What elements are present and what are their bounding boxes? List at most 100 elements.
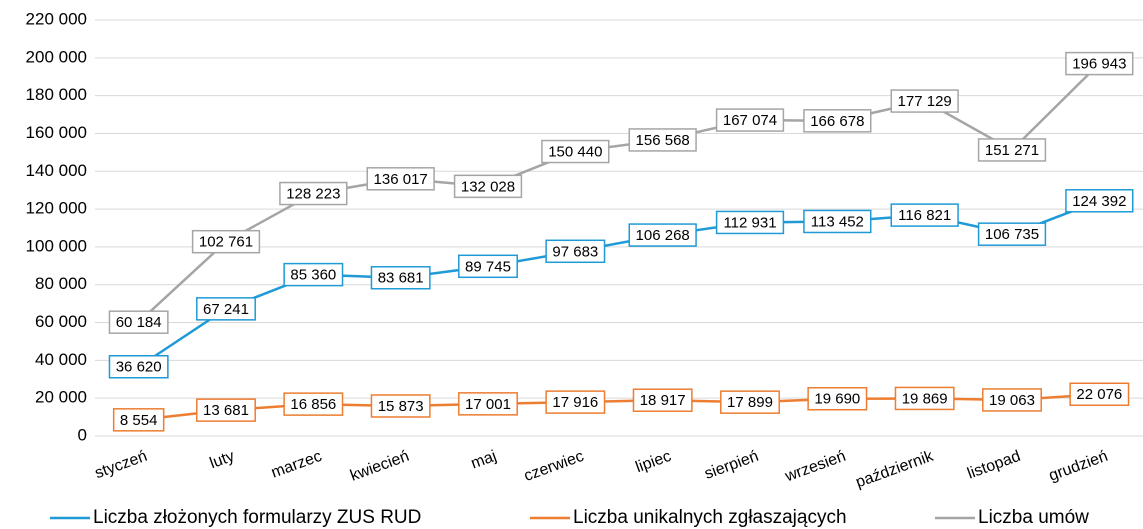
y-tick-label: 200 000 — [26, 47, 87, 66]
data-label-box — [715, 108, 785, 132]
data-label-box — [458, 392, 518, 416]
data-label-box — [628, 223, 697, 247]
data-label: 151 271 — [985, 142, 1039, 159]
x-tick-label: maj — [469, 448, 499, 473]
data-label-box — [720, 390, 780, 414]
x-tick-label: styczeń — [93, 448, 150, 483]
x-tick-label: grudzień — [1047, 448, 1110, 485]
legend-label: Liczba umów — [978, 507, 1089, 528]
y-tick-label: 0 — [78, 425, 87, 444]
data-label-box — [191, 229, 261, 254]
data-label-box — [370, 266, 431, 290]
data-label: 196 943 — [1072, 56, 1126, 73]
x-tick-label: kwiecień — [348, 448, 411, 485]
data-label-box — [458, 254, 518, 279]
y-tick-label: 80 000 — [35, 274, 87, 293]
data-label: 132 028 — [461, 178, 515, 195]
data-label-box — [108, 310, 169, 334]
data-label: 36 620 — [116, 359, 162, 376]
data-label: 13 681 — [203, 402, 249, 419]
data-label: 16 856 — [290, 396, 336, 413]
data-label-box — [982, 388, 1042, 412]
data-label-box — [628, 128, 697, 152]
data-label-box — [977, 222, 1047, 246]
data-label: 136 017 — [374, 171, 428, 188]
data-label: 60 184 — [116, 314, 162, 331]
data-label: 97 683 — [552, 243, 598, 260]
data-label: 89 745 — [465, 258, 511, 275]
data-label-box — [283, 262, 344, 287]
y-tick-label: 140 000 — [26, 161, 87, 180]
data-label-box — [453, 174, 523, 199]
data-label: 19 869 — [902, 390, 948, 407]
y-tick-label: 120 000 — [26, 199, 87, 218]
data-label: 102 761 — [199, 234, 253, 251]
data-label-box — [977, 138, 1047, 162]
data-label: 166 678 — [810, 113, 864, 130]
data-label: 22 076 — [1076, 386, 1122, 403]
data-label: 113 452 — [811, 213, 864, 230]
data-label: 85 360 — [290, 267, 336, 284]
data-label-box — [632, 388, 693, 412]
data-label: 124 392 — [1072, 193, 1126, 210]
y-tick-label: 40 000 — [35, 350, 87, 369]
data-label: 17 916 — [552, 394, 598, 411]
y-tick-label: 220 000 — [26, 9, 87, 28]
x-tick-label: lipiec — [633, 448, 673, 476]
x-tick-label: sierpień — [702, 448, 760, 483]
legend-label: Liczba złożonych formularzy ZUS RUD — [93, 507, 421, 528]
legend-label: Liczba unikalnych zgłaszających — [573, 507, 847, 528]
data-label: 17 899 — [727, 394, 773, 411]
data-label: 150 440 — [548, 144, 602, 161]
data-label: 106 268 — [636, 227, 690, 244]
data-label: 18 917 — [640, 392, 686, 409]
data-label-box — [890, 89, 959, 113]
y-tick-label: 180 000 — [26, 85, 87, 104]
data-label-box — [1069, 382, 1130, 407]
y-tick-label: 20 000 — [35, 388, 87, 407]
data-label: 167 074 — [723, 112, 777, 129]
data-label-box — [1065, 51, 1134, 76]
data-label-box — [807, 387, 868, 411]
data-label-box — [803, 109, 872, 133]
x-tick-label: wrzesień — [782, 448, 848, 486]
data-label-box — [108, 355, 169, 379]
data-label-box — [1065, 189, 1134, 213]
data-label-box — [196, 297, 256, 321]
data-label: 83 681 — [378, 270, 424, 287]
x-tick-label: październik — [854, 447, 937, 491]
data-label-box — [283, 392, 344, 416]
data-label: 128 223 — [286, 186, 340, 203]
data-label: 177 129 — [898, 93, 952, 110]
data-label-box — [894, 386, 955, 411]
data-label: 116 821 — [898, 207, 951, 224]
data-label: 19 063 — [989, 392, 1035, 409]
data-label: 67 241 — [203, 301, 249, 318]
data-label-box — [370, 394, 431, 418]
data-label-box — [366, 167, 435, 191]
x-tick-label: marzec — [269, 448, 324, 482]
x-tick-label: listopad — [965, 448, 1023, 483]
data-label-box — [112, 408, 165, 432]
data-label: 106 735 — [985, 226, 1039, 243]
x-tick-label: czerwiec — [522, 448, 586, 485]
data-label-box — [545, 390, 606, 414]
data-label: 112 931 — [723, 214, 776, 231]
x-tick-label: luty — [208, 448, 237, 473]
y-tick-label: 100 000 — [26, 236, 87, 255]
data-label: 19 690 — [814, 391, 860, 408]
data-label-box — [196, 398, 256, 422]
data-label: 8 554 — [120, 412, 158, 429]
data-label-box — [715, 210, 785, 235]
y-tick-label: 60 000 — [35, 312, 87, 331]
data-label: 15 873 — [378, 398, 424, 415]
y-tick-label: 160 000 — [26, 123, 87, 142]
data-label-box — [890, 203, 959, 227]
data-label-box — [545, 239, 606, 264]
data-label-box — [803, 209, 872, 234]
data-label: 156 568 — [636, 132, 690, 149]
data-label-box — [541, 139, 610, 164]
data-label: 17 001 — [465, 396, 511, 413]
data-label-box — [279, 181, 348, 206]
